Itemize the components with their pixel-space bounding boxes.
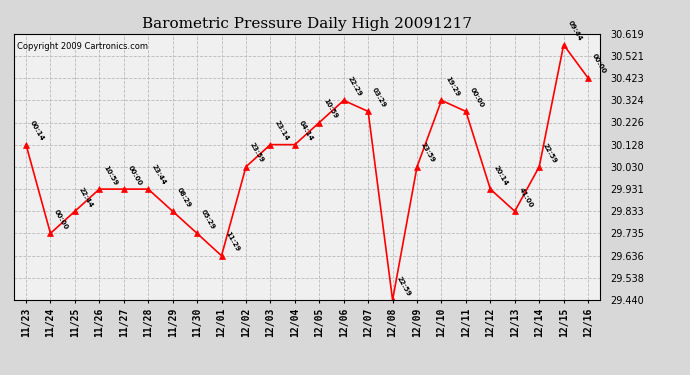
Text: 09:44: 09:44 (566, 20, 583, 42)
Text: 23:14: 23:14 (273, 120, 290, 142)
Text: 22:29: 22:29 (346, 76, 363, 98)
Text: 00:00: 00:00 (126, 164, 143, 186)
Text: 23:59: 23:59 (420, 142, 436, 164)
Text: 10:59: 10:59 (102, 164, 119, 186)
Text: 23:59: 23:59 (248, 142, 265, 164)
Text: 00:14: 00:14 (29, 120, 45, 142)
Text: Copyright 2009 Cartronics.com: Copyright 2009 Cartronics.com (17, 42, 148, 51)
Text: 03:29: 03:29 (371, 87, 387, 109)
Text: 11:29: 11:29 (224, 231, 241, 253)
Text: 00:00: 00:00 (469, 86, 485, 109)
Text: 22:59: 22:59 (395, 275, 411, 297)
Text: 22:44: 22:44 (78, 186, 94, 209)
Text: 04:14: 04:14 (297, 119, 314, 142)
Text: 08:29: 08:29 (175, 186, 192, 209)
Text: 10:59: 10:59 (322, 98, 338, 120)
Text: 41:00: 41:00 (518, 186, 534, 209)
Text: 22:59: 22:59 (542, 142, 558, 164)
Text: 05:29: 05:29 (200, 209, 216, 231)
Text: 23:44: 23:44 (151, 164, 168, 186)
Text: 00:00: 00:00 (591, 53, 607, 75)
Text: 00:00: 00:00 (53, 209, 70, 231)
Text: 20:14: 20:14 (493, 164, 509, 186)
Title: Barometric Pressure Daily High 20091217: Barometric Pressure Daily High 20091217 (142, 17, 472, 31)
Text: 19:29: 19:29 (444, 75, 460, 98)
